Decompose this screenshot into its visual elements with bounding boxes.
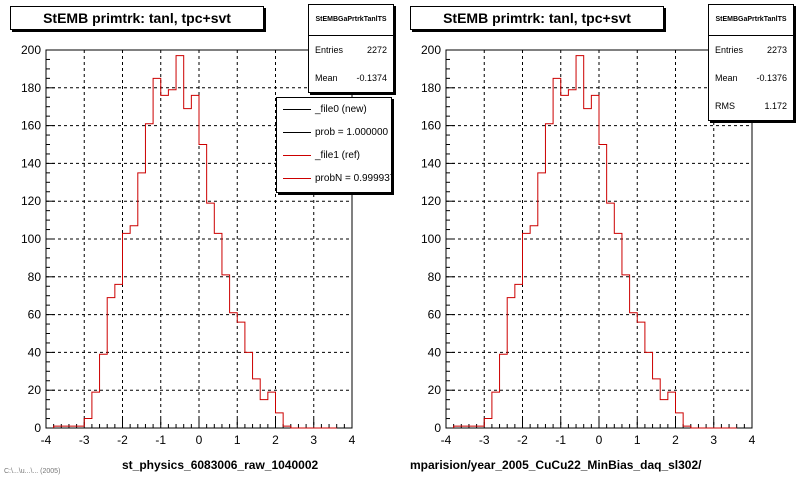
legend-entry: _file0 (new)	[277, 98, 391, 121]
stats-mean-label: Mean	[715, 73, 738, 83]
x-tick-label: 3	[710, 433, 717, 447]
x-tick-label: 4	[349, 433, 356, 447]
stats-mean-value: -0.1374	[356, 73, 387, 83]
y-tick-label: 100	[21, 232, 41, 246]
y-tick-label: 140	[21, 156, 41, 170]
y-tick-label: 160	[21, 119, 41, 133]
y-tick-label: 20	[28, 383, 42, 397]
stats-box-right: StEMBGaPrtrkTanlTS Entries 2273 Mean -0.…	[708, 4, 794, 121]
y-tick-label: 200	[21, 43, 41, 57]
y-tick-label: 160	[421, 119, 441, 133]
x-tick-label: 3	[310, 433, 317, 447]
chart-title-right: StEMB primtrk: tanl, tpc+svt	[410, 6, 664, 30]
y-tick-label: 180	[21, 81, 41, 95]
histogram-series	[53, 55, 337, 429]
x-tick-label: 2	[672, 433, 679, 447]
stats-mean-row-right: Mean -0.1376	[709, 64, 793, 92]
stats-entries-value: 2272	[366, 45, 387, 55]
x-tick-label: 1	[634, 433, 641, 447]
histogram-series	[453, 55, 737, 429]
y-tick-label: 120	[21, 194, 41, 208]
chart-title-left: StEMB primtrk: tanl, tpc+svt	[10, 6, 264, 30]
x-tick-label: -3	[479, 433, 490, 447]
legend-entry: _file1 (ref)	[277, 144, 391, 167]
legend-label: _file0 (new)	[315, 104, 367, 115]
x-tick-label: 0	[196, 433, 203, 447]
x-tick-label: 4	[749, 433, 756, 447]
stats-box-left: StEMBGaPrtrkTanlTS Entries 2272 Mean -0.…	[308, 4, 394, 93]
stats-entries-label: Entries	[315, 45, 344, 55]
legend-label: probN = 0.999937	[315, 173, 392, 184]
legend-entry: probN = 0.999937	[277, 167, 391, 190]
y-tick-label: 140	[421, 156, 441, 170]
y-tick-label: 40	[428, 345, 442, 359]
legend-line-red	[283, 155, 311, 156]
x-tick-label: -4	[441, 433, 452, 447]
legend-entry: prob = 1.000000	[277, 121, 391, 144]
x-axis-title-left: st_physics_6083006_raw_1040002	[122, 458, 319, 472]
histogram-pad-right: -4 -3 -2 -1 0 1 2 3 4 0 20 40 60 80 100 120 140 160 180 200…	[400, 0, 800, 480]
x-tick-label: 0	[596, 433, 603, 447]
stats-rms-row-right: RMS 1.172	[709, 92, 793, 120]
stats-mean-label: Mean	[315, 73, 338, 83]
x-tick-label: -2	[517, 433, 528, 447]
footnote: C:\...\u...\... (2005)	[4, 468, 61, 475]
x-tick-label: -1	[555, 433, 566, 447]
x-tick-label: 1	[234, 433, 241, 447]
y-tick-label: 0	[34, 421, 41, 435]
stats-name-right: StEMBGaPrtrkTanlTS	[709, 5, 793, 36]
legend-label: _file1 (ref)	[315, 150, 361, 161]
x-tick-label: -4	[41, 433, 52, 447]
y-tick-label: 40	[28, 345, 42, 359]
stats-rms-label: RMS	[715, 101, 735, 111]
y-tick-label: 120	[421, 194, 441, 208]
x-tick-label: -1	[155, 433, 166, 447]
histogram-pad-left: -4 -3 -2 -1 0 1 2 3 4 0 20 40 60 80 100 120 140 160 180 200…	[10, 4, 394, 472]
stats-entries-row-left: Entries 2272	[309, 36, 393, 64]
x-tick-label: -2	[117, 433, 128, 447]
y-tick-label: 100	[421, 232, 441, 246]
y-tick-label: 200	[421, 43, 441, 57]
x-tick-label: -3	[79, 433, 90, 447]
x-axis-title-right: mparision/year_2005_CuCu22_MinBias_daq_s…	[410, 458, 702, 472]
stats-entries-label: Entries	[715, 45, 744, 55]
y-tick-label: 20	[428, 383, 442, 397]
legend-line-red	[283, 178, 311, 179]
stats-mean-row-left: Mean -0.1374	[309, 64, 393, 92]
legend: _file0 (new) prob = 1.000000 _file1 (ref…	[276, 97, 392, 193]
y-tick-label: 80	[28, 270, 42, 284]
stats-name-left: StEMBGaPrtrkTanlTS	[309, 5, 393, 36]
y-tick-label: 60	[428, 308, 442, 322]
legend-label: prob = 1.000000	[315, 127, 389, 138]
stats-mean-value: -0.1376	[756, 73, 787, 83]
y-tick-label: 0	[434, 421, 441, 435]
legend-line-black	[283, 109, 311, 110]
stats-rms-value: 1.172	[764, 101, 787, 111]
legend-line-black	[283, 132, 311, 133]
x-tick-label: 2	[272, 433, 279, 447]
y-tick-label: 60	[28, 308, 42, 322]
y-tick-label: 180	[421, 81, 441, 95]
y-tick-label: 80	[428, 270, 442, 284]
stats-entries-value: 2273	[766, 45, 787, 55]
stats-entries-row-right: Entries 2273	[709, 36, 793, 64]
